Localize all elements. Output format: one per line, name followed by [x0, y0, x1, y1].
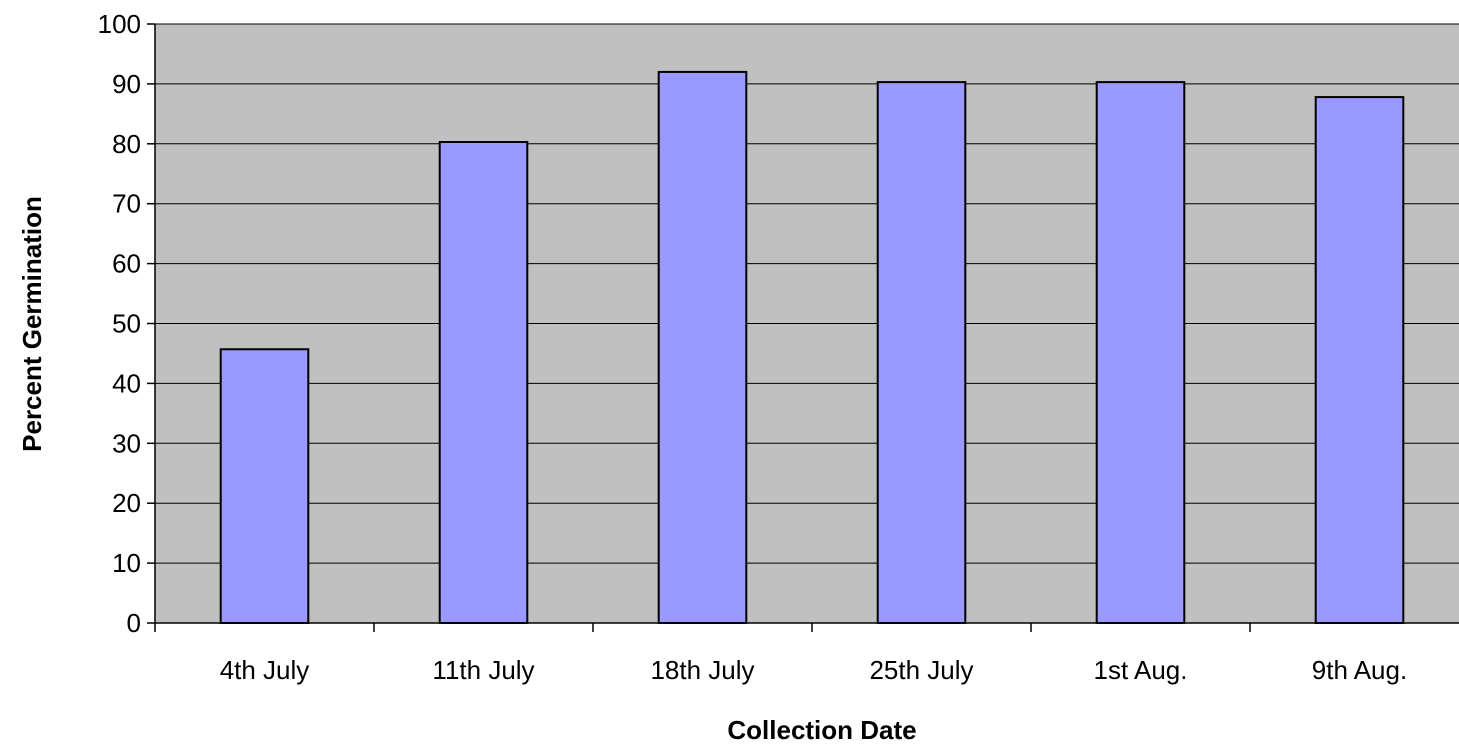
y-tick-label-20: 20 [112, 488, 141, 518]
y-tick-label-40: 40 [112, 368, 141, 398]
bar-4 [876, 81, 967, 624]
x-tick-label-5: 1st Aug. [1094, 655, 1188, 685]
y-axis-title: Percent Germination [17, 196, 47, 452]
bar-6 [1314, 96, 1405, 624]
y-tick-label-100: 100 [98, 9, 141, 39]
x-tick-label-2: 11th July [432, 655, 534, 685]
y-tick-label-70: 70 [112, 189, 141, 219]
y-tick-label-30: 30 [112, 428, 141, 458]
x-tick-label-4: 25th July [869, 655, 973, 685]
axes [147, 23, 1459, 632]
bar-5 [1095, 81, 1186, 624]
x-tick-labels: 4th July 11th July 18th July 25th July 1st A… [220, 655, 1408, 685]
bar-2 [438, 141, 529, 625]
y-tick-label-10: 10 [112, 548, 141, 578]
y-tick-label-60: 60 [112, 249, 141, 279]
bars [219, 70, 1405, 625]
x-tick-label-1: 4th July [220, 655, 310, 685]
x-tick-label-3: 18th July [650, 655, 754, 685]
bar-1 [219, 348, 310, 624]
x-axis-title: Collection Date [727, 715, 916, 745]
bar-3 [657, 70, 748, 625]
y-tick-label-0: 0 [127, 608, 141, 638]
y-tick-label-50: 50 [112, 309, 141, 339]
y-tick-label-80: 80 [112, 129, 141, 159]
y-tick-label-90: 90 [112, 69, 141, 99]
y-tick-labels: 0 10 20 30 40 50 60 70 80 90 100 [98, 9, 141, 638]
x-tick-label-6: 9th Aug. [1312, 655, 1407, 685]
gridlines [155, 23, 1459, 564]
